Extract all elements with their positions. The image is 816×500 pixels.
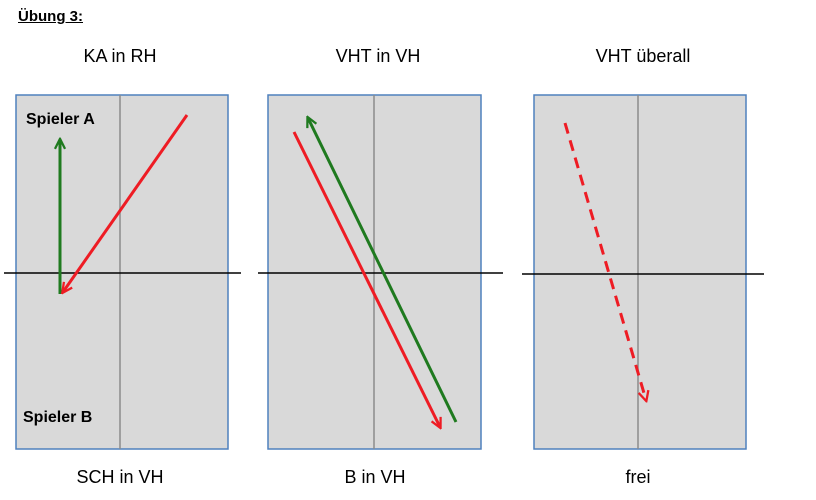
- player-b-label: Spieler B: [23, 409, 93, 426]
- court-3: [533, 94, 747, 450]
- exercise-title: Übung 3:: [18, 8, 83, 25]
- arrow-up-left-icon: [308, 118, 458, 423]
- panel-1-bottom-label: SCH in VH: [76, 467, 164, 487]
- court-1: [15, 94, 229, 450]
- arrow-down-right-dashed-icon: [563, 122, 646, 400]
- panel-2-bottom-label: B in VH: [344, 467, 406, 487]
- panel-1-top-label: KA in RH: [83, 46, 157, 66]
- panel-2-top-label: VHT in VH: [335, 46, 421, 66]
- arrow-down-right-icon: [292, 131, 440, 427]
- player-a-label: Spieler A: [26, 111, 95, 128]
- panel-3-bottom-label: frei: [625, 467, 651, 487]
- arrow-down-left-icon: [63, 114, 189, 292]
- panel-3-top-label: VHT überall: [595, 46, 691, 66]
